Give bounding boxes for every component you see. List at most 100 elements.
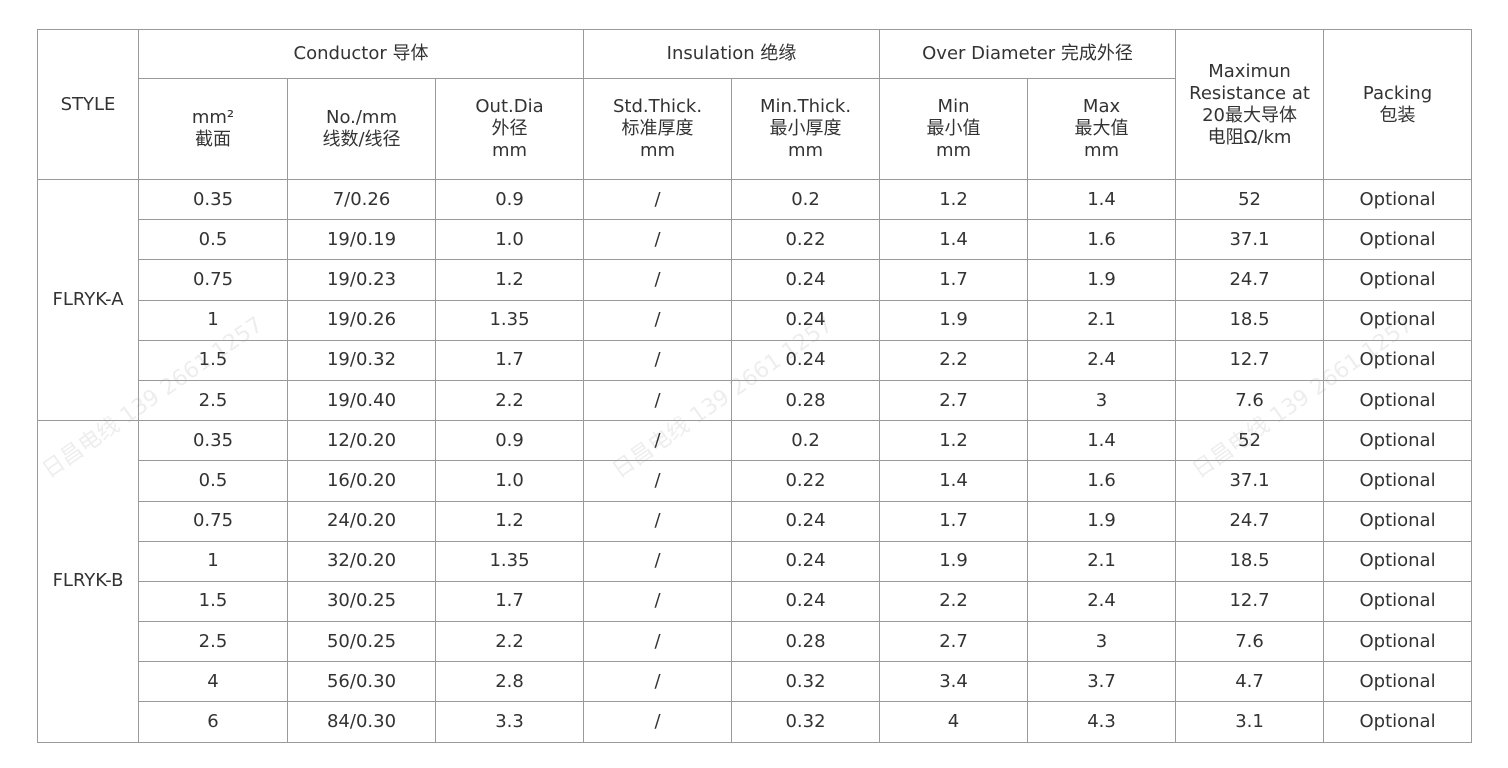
table-cell: 1.9 [1027, 500, 1177, 542]
table-cell: 37.1 [1175, 460, 1325, 502]
header-over-diameter: Over Diameter 完成外径 [879, 29, 1177, 79]
table-cell: / [583, 540, 733, 582]
table-cell: 1.9 [879, 540, 1029, 582]
table-row: 0.75 19/0.23 1.2/0.24 1.7 1.9 24.7 Optional [38, 259, 1473, 301]
table-cell: Optional [1323, 540, 1473, 582]
style-cell: FLRYK-B [37, 420, 139, 743]
table-cell: 37.1 [1175, 219, 1325, 261]
table-cell: 6 [138, 701, 288, 743]
table-cell: 2.4 [1027, 580, 1177, 623]
header-resistance: Maximun Resistance at 20最大导体 电阻Ω/km [1175, 29, 1325, 180]
table-cell: 7.6 [1175, 379, 1325, 422]
table-cell: Optional [1323, 500, 1473, 542]
table-cell: 1.2 [434, 500, 585, 542]
table-cell: Optional [1323, 621, 1473, 663]
table-cell: 1 [138, 540, 288, 582]
table-cell: 84/0.30 [287, 701, 436, 743]
table-cell: 1.7 [879, 259, 1029, 301]
table-cell: 1.0 [434, 219, 585, 261]
table-cell: 2.1 [1027, 540, 1177, 582]
table-cell: 19/0.26 [287, 299, 436, 341]
table-cell: Optional [1323, 580, 1473, 623]
table-cell: 19/0.23 [287, 259, 436, 301]
table-cell: Optional [1323, 339, 1473, 381]
table-row: FLRYK-B 0.35 12/0.20 0.9/0.2 1.2 1.4 52 Optiona… [37, 420, 1473, 743]
table-cell: 3.4 [879, 661, 1029, 703]
table-cell: 1.4 [1027, 178, 1177, 221]
table-cell: / [583, 701, 733, 743]
table-cell: 18.5 [1175, 299, 1325, 341]
table-cell: 0.22 [731, 460, 881, 502]
table-cell: 0.24 [731, 299, 881, 341]
table-cell: / [583, 500, 733, 542]
table-cell: 1.9 [1027, 259, 1177, 301]
table-cell: / [583, 661, 733, 703]
table-cell: 2.5 [138, 379, 288, 422]
table-cell: 1.4 [879, 219, 1029, 261]
table-cell: 3.1 [1175, 701, 1325, 743]
table-cell: 0.28 [731, 379, 881, 422]
table-cell: Optional [1323, 460, 1473, 502]
table-cell: 0.5 [138, 460, 288, 502]
table-row: 1.5 30/0.25 1.7/0.24 2.2 2.4 12.7 Optional [38, 580, 1473, 623]
table-row: 2.5 50/0.25 2.2/0.28 2.7 3 7.6 Optional [38, 621, 1473, 663]
table-cell: 12.7 [1175, 339, 1325, 381]
table-cell: 1.2 [879, 420, 1029, 462]
table-cell: Optional [1323, 420, 1473, 462]
table-row: 6 84/0.30 3.3/0.32 4 4.3 3.1 Optional [38, 701, 1473, 743]
table-cell: Optional [1323, 299, 1473, 341]
table-cell: Optional [1323, 701, 1473, 743]
table-cell: / [583, 178, 733, 221]
table-cell: 0.24 [731, 500, 881, 542]
table-cell: 2.1 [1027, 299, 1177, 341]
table-cell: 4 [138, 661, 288, 703]
table-cell: 12.7 [1175, 580, 1325, 623]
table-cell: 3.7 [1027, 661, 1177, 703]
table-cell: 0.24 [731, 540, 881, 582]
table-cell: 1.7 [434, 339, 585, 381]
table-cell: 0.32 [731, 661, 881, 703]
table-cell: / [583, 219, 733, 261]
table-cell: 0.24 [731, 580, 881, 623]
table-cell: / [583, 420, 733, 462]
table-row: 4 56/0.30 2.8/0.32 3.4 3.7 4.7 Optional [38, 661, 1473, 703]
table-cell: 7.6 [1175, 621, 1325, 663]
table-cell: 1 [138, 299, 288, 341]
table-cell: 2.7 [879, 621, 1029, 663]
table-cell: 32/0.20 [287, 540, 436, 582]
table-row: 1.5 19/0.32 1.7/0.24 2.2 2.4 12.7 Optional [38, 339, 1473, 381]
table-cell: / [583, 580, 733, 623]
table-cell: 2.5 [138, 621, 288, 663]
table-cell: 0.9 [434, 420, 585, 462]
header-min: Min 最小值 mm [879, 78, 1029, 180]
header-min-thick: Min.Thick. 最小厚度 mm [731, 78, 881, 180]
table-cell: 3 [1027, 621, 1177, 663]
table-cell: 12/0.20 [287, 420, 436, 462]
table-cell: 0.75 [138, 259, 288, 301]
header-out-dia: Out.Dia 外径 mm [434, 78, 585, 180]
table-body: FLRYK-A 0.35 7/0.26 0.9/0.2 1.2 1.4 52 Optional… [37, 178, 1473, 743]
table-cell: 1.6 [1027, 219, 1177, 261]
table-cell: 50/0.25 [287, 621, 436, 663]
table-cell: / [583, 460, 733, 502]
table-cell: 52 [1175, 178, 1325, 221]
header-style: STYLE [37, 29, 139, 180]
table-cell: 2.2 [879, 580, 1029, 623]
table-cell: / [583, 299, 733, 341]
table-cell: 1.9 [879, 299, 1029, 341]
table-cell: 1.7 [434, 580, 585, 623]
table-row: 1 32/0.20 1.35/0.24 1.9 2.1 18.5 Optional [38, 540, 1473, 582]
header-max: Max 最大值 mm [1027, 78, 1177, 180]
table-cell: 24/0.20 [287, 500, 436, 542]
table-cell: 4.7 [1175, 661, 1325, 703]
header-packing: Packing 包装 [1323, 29, 1473, 180]
table-cell: 2.2 [879, 339, 1029, 381]
table-cell: 19/0.32 [287, 339, 436, 381]
table-row: FLRYK-A 0.35 7/0.26 0.9/0.2 1.2 1.4 52 Optional [37, 178, 1473, 422]
table-cell: 0.2 [731, 178, 881, 221]
table-cell: Optional [1323, 219, 1473, 261]
table-cell: 1.2 [434, 259, 585, 301]
table-cell: 18.5 [1175, 540, 1325, 582]
table-row: 1 19/0.26 1.35/0.24 1.9 2.1 18.5 Optional [38, 299, 1473, 341]
table-cell: Optional [1323, 178, 1473, 221]
